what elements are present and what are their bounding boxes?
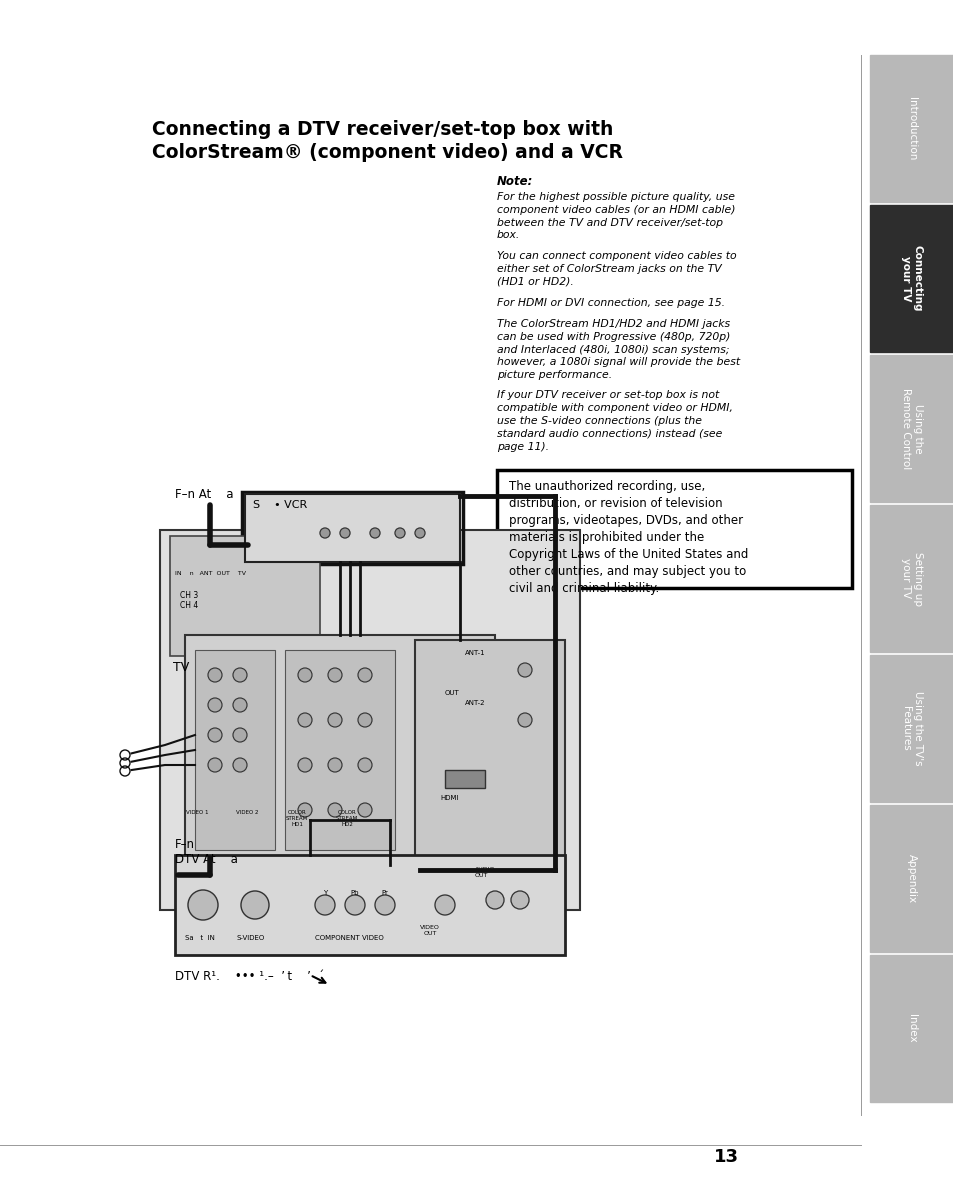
Bar <box>170 536 319 656</box>
Circle shape <box>297 758 312 772</box>
Text: CH 3
CH 4: CH 3 CH 4 <box>180 590 198 611</box>
Circle shape <box>395 527 405 538</box>
Circle shape <box>345 895 365 915</box>
Circle shape <box>511 891 529 909</box>
Text: DTV R¹.    ••• ¹.–  ’ t    ’  ´: DTV R¹. ••• ¹.– ’ t ’ ´ <box>174 969 324 982</box>
Circle shape <box>297 803 312 817</box>
Circle shape <box>233 758 247 772</box>
Circle shape <box>517 713 532 727</box>
Text: Index: Index <box>906 1015 916 1043</box>
Bar <box>497 470 851 588</box>
Text: Connecting
your TV: Connecting your TV <box>901 245 922 311</box>
Circle shape <box>241 891 269 920</box>
Circle shape <box>357 803 372 817</box>
Circle shape <box>328 713 341 727</box>
Text: F–n
DTV At    a: F–n DTV At a <box>174 838 237 866</box>
Bar <box>869 955 953 1102</box>
Circle shape <box>120 758 130 767</box>
Text: Pr: Pr <box>381 890 388 896</box>
Text: The unauthorized recording, use,
distribution, or revision of television
program: The unauthorized recording, use, distrib… <box>509 480 747 595</box>
Bar <box>444 770 484 788</box>
Circle shape <box>357 668 372 682</box>
Bar <box>869 805 953 952</box>
Text: Connecting a DTV receiver/set-top box with: Connecting a DTV receiver/set-top box wi… <box>152 120 613 139</box>
Circle shape <box>357 713 372 727</box>
Bar <box>160 530 579 910</box>
Circle shape <box>188 890 218 920</box>
Text: COLOR
STREAM
HD1: COLOR STREAM HD1 <box>286 810 308 827</box>
Circle shape <box>297 713 312 727</box>
Circle shape <box>357 758 372 772</box>
Circle shape <box>314 895 335 915</box>
Text: VIDEO 2: VIDEO 2 <box>235 810 258 815</box>
Text: F–n At    a: F–n At a <box>174 488 233 501</box>
Text: Introduction: Introduction <box>906 96 916 160</box>
Circle shape <box>517 663 532 677</box>
Circle shape <box>233 728 247 742</box>
Circle shape <box>208 728 222 742</box>
Text: Appendix: Appendix <box>906 854 916 903</box>
Text: IN    n   ANT  OUT    TV: IN n ANT OUT TV <box>174 571 246 576</box>
Text: HDMI: HDMI <box>439 795 458 801</box>
Text: Y: Y <box>322 890 327 896</box>
Circle shape <box>375 895 395 915</box>
Text: Using the
Remote Control: Using the Remote Control <box>901 387 922 469</box>
Text: COLOR
STREAM
HD2: COLOR STREAM HD2 <box>335 810 357 827</box>
Circle shape <box>233 668 247 682</box>
Text: For the highest possible picture quality, use
component video cables (or an HDMI: For the highest possible picture quality… <box>497 192 735 240</box>
Circle shape <box>319 527 330 538</box>
Text: TV: TV <box>172 661 189 674</box>
Text: COMPONENT VIDEO: COMPONENT VIDEO <box>314 935 383 941</box>
Bar <box>869 355 953 503</box>
Text: 13: 13 <box>713 1148 738 1165</box>
Text: Sa   t  IN: Sa t IN <box>185 935 214 941</box>
Text: Setting up
your TV: Setting up your TV <box>901 551 922 606</box>
Text: VIDEO
OUT: VIDEO OUT <box>419 925 439 936</box>
Circle shape <box>120 750 130 760</box>
Text: ColorStream® (component video) and a VCR: ColorStream® (component video) and a VCR <box>152 143 622 162</box>
Text: Note:: Note: <box>497 175 533 188</box>
Bar <box>242 492 462 564</box>
Circle shape <box>328 668 341 682</box>
Text: You can connect component video cables to
either set of ColorStream jacks on the: You can connect component video cables t… <box>497 251 736 286</box>
Circle shape <box>328 803 341 817</box>
Circle shape <box>485 891 503 909</box>
Bar <box>285 650 395 849</box>
Circle shape <box>370 527 379 538</box>
Bar <box>869 206 953 352</box>
Bar <box>174 855 564 955</box>
Bar <box>415 640 564 870</box>
Text: AUDIO
OUT: AUDIO OUT <box>475 867 495 878</box>
Circle shape <box>297 668 312 682</box>
Circle shape <box>328 758 341 772</box>
Text: ANT-1: ANT-1 <box>464 650 485 656</box>
Circle shape <box>208 668 222 682</box>
Bar <box>869 655 953 802</box>
Text: For HDMI or DVI connection, see page 15.: For HDMI or DVI connection, see page 15. <box>497 297 724 308</box>
Text: The ColorStream HD1/HD2 and HDMI jacks
can be used with Progressive (480p, 720p): The ColorStream HD1/HD2 and HDMI jacks c… <box>497 320 740 380</box>
Text: Using the TV's
Features: Using the TV's Features <box>901 691 922 766</box>
Circle shape <box>208 758 222 772</box>
Circle shape <box>435 895 455 915</box>
Bar <box>869 55 953 202</box>
Text: If your DTV receiver or set-top box is not
compatible with component video or HD: If your DTV receiver or set-top box is n… <box>497 391 732 451</box>
Circle shape <box>339 527 350 538</box>
Circle shape <box>208 699 222 712</box>
Text: OUT: OUT <box>444 690 459 696</box>
Circle shape <box>233 699 247 712</box>
Bar <box>185 636 495 865</box>
Circle shape <box>415 527 424 538</box>
Text: Pb: Pb <box>351 890 359 896</box>
Bar <box>245 494 459 562</box>
Bar <box>194 650 274 849</box>
Text: S-VIDEO: S-VIDEO <box>236 935 265 941</box>
Bar <box>869 505 953 652</box>
Text: VIDEO 1: VIDEO 1 <box>186 810 208 815</box>
Text: S    • VCR: S • VCR <box>253 500 307 510</box>
Text: ANT-2: ANT-2 <box>464 700 485 706</box>
Circle shape <box>120 766 130 776</box>
